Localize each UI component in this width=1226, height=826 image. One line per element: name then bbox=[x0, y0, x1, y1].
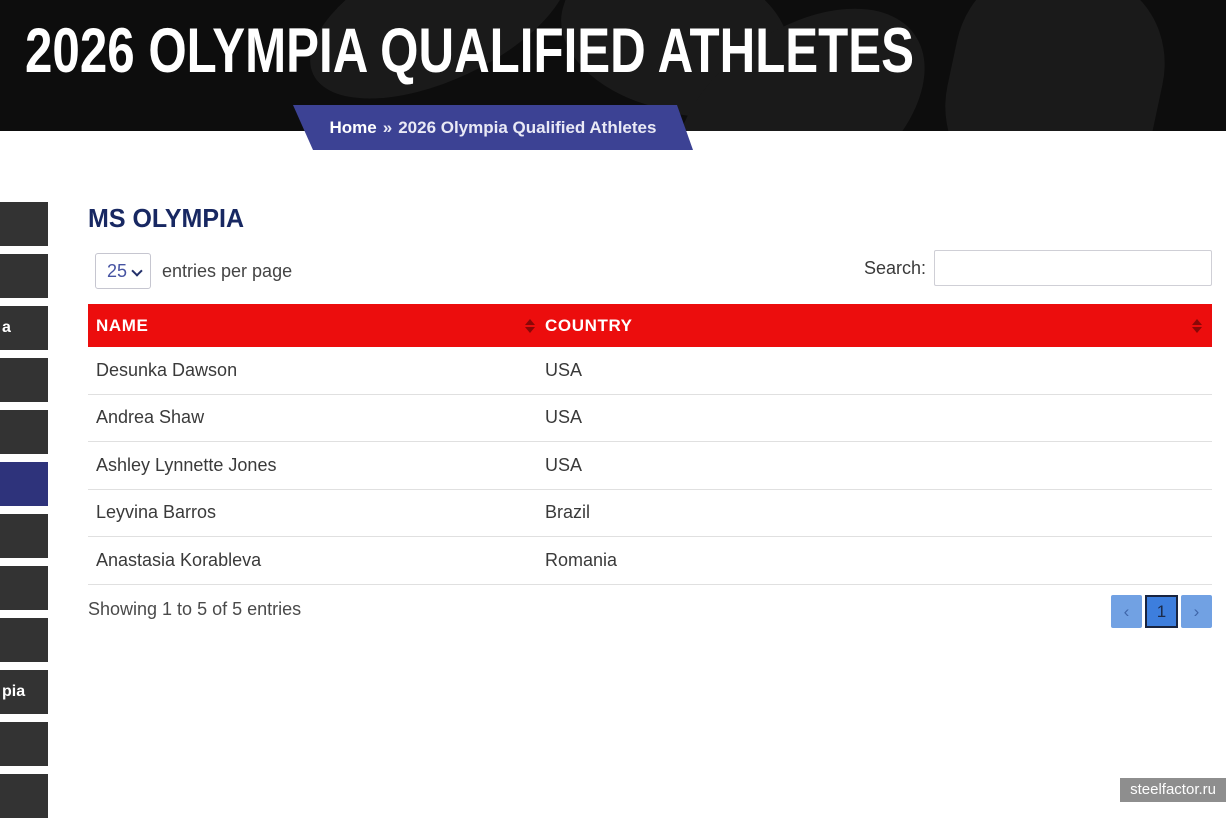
sidebar-item-7[interactable] bbox=[0, 514, 48, 558]
per-page-select-wrap: 25 bbox=[95, 253, 151, 289]
column-header-country[interactable]: COUNTRY bbox=[545, 304, 1212, 347]
per-page-label: entries per page bbox=[162, 260, 293, 281]
cell-name: Anastasia Korableva bbox=[96, 549, 262, 570]
cell-country: USA bbox=[545, 454, 583, 475]
breadcrumb-current: 2026 Olympia Qualified Athletes bbox=[398, 117, 657, 137]
cell-name: Ashley Lynnette Jones bbox=[96, 454, 277, 475]
cell-name: Andrea Shaw bbox=[96, 407, 205, 428]
main-content: MS OLYMPIA 25 entries per page Search: N… bbox=[88, 200, 1212, 760]
pagination-page-1-button[interactable]: 1 bbox=[1145, 595, 1178, 628]
search-control: Search: bbox=[864, 250, 1212, 286]
sidebar-item-2[interactable] bbox=[0, 254, 48, 298]
cell-country: Brazil bbox=[545, 502, 591, 523]
sidebar-item-12[interactable] bbox=[0, 774, 48, 818]
column-header-name[interactable]: NAME bbox=[88, 304, 545, 347]
watermark-link[interactable]: steelfactor.ru bbox=[1120, 778, 1226, 802]
table-header-row: NAME COUNTRY bbox=[88, 304, 1212, 347]
pagination-prev-button[interactable]: ‹ bbox=[1111, 595, 1142, 628]
athletes-table: NAME COUNTRY Desunka Dawson USA Andrea S… bbox=[88, 304, 1212, 585]
pagination-next-button[interactable]: › bbox=[1181, 595, 1212, 628]
entries-summary: Showing 1 to 5 of 5 entries bbox=[88, 599, 302, 619]
cell-name: Leyvina Barros bbox=[96, 502, 217, 523]
search-label: Search: bbox=[863, 257, 926, 278]
table-row: Leyvina Barros Brazil bbox=[88, 489, 1212, 537]
cell-name: Desunka Dawson bbox=[96, 359, 238, 380]
sidebar-item-11[interactable] bbox=[0, 722, 48, 766]
section-title: MS OLYMPIA bbox=[88, 204, 245, 234]
sidebar-item-5[interactable] bbox=[0, 410, 48, 454]
sidebar-item-8[interactable] bbox=[0, 566, 48, 610]
entries-per-page-control: 25 entries per page bbox=[95, 253, 292, 289]
sort-icon bbox=[525, 318, 535, 333]
chevron-right-icon: › bbox=[1193, 601, 1200, 621]
sidebar-menu: a pia bbox=[0, 202, 48, 826]
per-page-select[interactable]: 25 bbox=[96, 254, 150, 288]
breadcrumb: Home » 2026 Olympia Qualified Athletes bbox=[293, 105, 693, 150]
sidebar-item-3[interactable]: a bbox=[0, 306, 48, 350]
pagination: ‹ 1 › bbox=[1111, 595, 1212, 628]
table-row: Anastasia Korableva Romania bbox=[88, 537, 1212, 585]
breadcrumb-home-link[interactable]: Home bbox=[329, 117, 377, 137]
sidebar-item-10[interactable]: pia bbox=[0, 670, 48, 714]
cell-country: USA bbox=[545, 359, 583, 380]
header-brush-texture bbox=[928, 0, 1182, 131]
sidebar-item-4[interactable] bbox=[0, 358, 48, 402]
page-title: 2026 OLYMPIA QUALIFIED ATHLETES bbox=[25, 15, 915, 86]
table-row: Desunka Dawson USA bbox=[88, 347, 1212, 395]
sidebar-item-6-active[interactable] bbox=[0, 462, 48, 506]
sort-icon bbox=[1192, 318, 1202, 333]
sidebar-item-1[interactable] bbox=[0, 202, 48, 246]
cell-country: Romania bbox=[545, 549, 618, 570]
search-input[interactable] bbox=[934, 250, 1212, 286]
table-row: Ashley Lynnette Jones USA bbox=[88, 442, 1212, 490]
breadcrumb-separator: » bbox=[382, 117, 393, 137]
chevron-left-icon: ‹ bbox=[1123, 601, 1130, 621]
table-row: Andrea Shaw USA bbox=[88, 394, 1212, 442]
cell-country: USA bbox=[545, 407, 583, 428]
table-controls: 25 entries per page Search: bbox=[88, 250, 1212, 292]
sidebar-item-9[interactable] bbox=[0, 618, 48, 662]
